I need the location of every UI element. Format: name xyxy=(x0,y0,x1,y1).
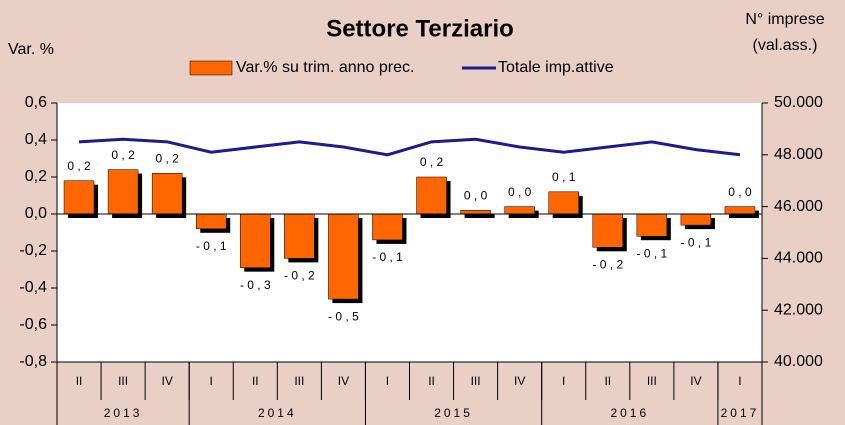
data-label: 0 , 1 xyxy=(552,170,576,184)
y-tick-label: 0,2 xyxy=(25,168,47,185)
y-tick-label: -0,6 xyxy=(19,316,47,333)
year-label: 2013 xyxy=(104,406,143,420)
x-tick-label: IV xyxy=(514,374,525,388)
y2-tick-label: 42.000 xyxy=(774,301,823,318)
data-label: 0 , 0 xyxy=(728,185,752,199)
legend-swatch xyxy=(189,60,233,76)
data-label: 0 , 2 xyxy=(155,151,179,165)
data-label: 0 , 2 xyxy=(111,148,135,162)
x-tick-label: III xyxy=(294,374,304,388)
data-label: - 0 , 1 xyxy=(372,250,403,264)
bar xyxy=(636,213,668,237)
bar xyxy=(151,173,183,215)
data-label: 0 , 2 xyxy=(67,159,91,173)
bar xyxy=(504,206,535,215)
y2-tick-label: 46.000 xyxy=(774,198,823,215)
year-label: 2016 xyxy=(610,406,649,420)
bar xyxy=(63,180,95,215)
bar xyxy=(592,213,624,248)
data-label: 0 , 2 xyxy=(420,155,444,169)
bar xyxy=(548,191,579,215)
y-tick-label: 0,6 xyxy=(25,94,47,111)
y2-axis-label: (val.ass.) xyxy=(753,37,818,54)
bar xyxy=(107,169,139,215)
y-axis-label: Var. % xyxy=(8,41,54,58)
chart-title: Settore Terziario xyxy=(326,15,514,42)
bar xyxy=(416,176,447,215)
x-tick-label: II xyxy=(428,374,435,388)
bar xyxy=(724,206,756,215)
data-label: - 0 , 2 xyxy=(592,257,623,271)
x-tick-label: IV xyxy=(338,374,349,388)
x-tick-label: II xyxy=(604,374,611,388)
data-label: - 0 , 1 xyxy=(681,235,712,249)
data-label: 0 , 0 xyxy=(508,185,532,199)
bar-shadow xyxy=(464,214,495,218)
x-tick-label: III xyxy=(471,374,481,388)
y-tick-label: 0,0 xyxy=(25,205,47,222)
data-label: - 0 , 3 xyxy=(240,278,271,292)
data-label: - 0 , 5 xyxy=(328,309,359,323)
x-tick-label: I xyxy=(562,374,565,388)
x-tick-label: III xyxy=(118,374,128,388)
x-tick-label: I xyxy=(738,374,741,388)
y2-tick-label: 50.000 xyxy=(774,94,823,111)
x-tick-label: IV xyxy=(161,374,172,388)
y-tick-label: -0,8 xyxy=(19,353,47,370)
legend-label: Totale imp.attive xyxy=(498,59,614,76)
y-tick-label: -0,4 xyxy=(19,279,47,296)
y2-tick-label: 44.000 xyxy=(774,250,823,267)
x-tick-label: II xyxy=(76,374,83,388)
bar xyxy=(680,213,712,226)
y-tick-label: 0,4 xyxy=(25,131,47,148)
data-label: 0 , 0 xyxy=(464,188,488,202)
x-tick-label: IV xyxy=(690,374,701,388)
bar xyxy=(372,213,403,241)
year-label: 2017 xyxy=(721,406,760,420)
y2-tick-label: 40.000 xyxy=(774,353,823,370)
x-tick-label: III xyxy=(647,374,657,388)
y2-tick-label: 48.000 xyxy=(774,146,823,163)
x-tick-label: I xyxy=(210,374,213,388)
data-label: - 0 , 1 xyxy=(637,246,668,260)
x-tick-label: I xyxy=(386,374,389,388)
bar xyxy=(328,213,359,300)
year-label: 2015 xyxy=(434,406,473,420)
data-label: - 0 , 1 xyxy=(196,239,227,253)
bar xyxy=(195,213,227,230)
y2-axis-label: N° imprese xyxy=(745,11,824,28)
bar xyxy=(460,210,491,215)
legend-label: Var.% su trim. anno prec. xyxy=(236,59,414,76)
data-label: - 0 , 2 xyxy=(284,269,315,283)
line xyxy=(78,137,741,157)
x-tick-label: II xyxy=(252,374,259,388)
bar xyxy=(284,213,315,259)
y-tick-label: -0,2 xyxy=(19,242,47,259)
bar xyxy=(240,213,271,268)
year-label: 2014 xyxy=(258,406,297,420)
